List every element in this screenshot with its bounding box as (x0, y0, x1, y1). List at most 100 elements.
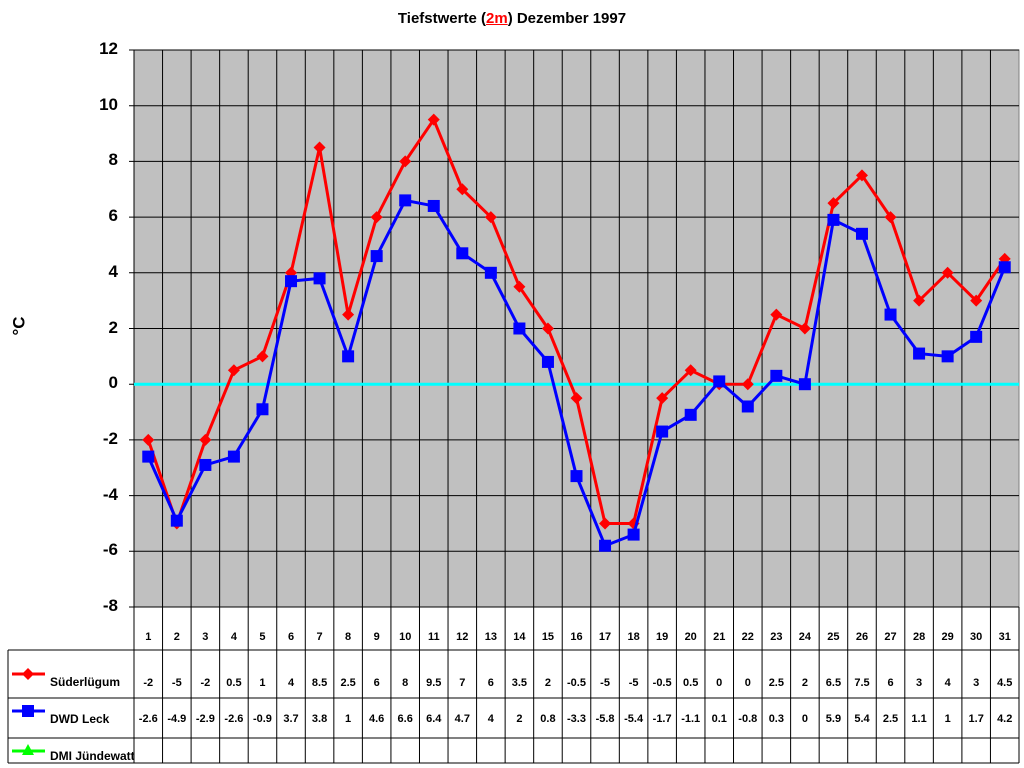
diamond-marker (656, 392, 669, 405)
title-suffix: ) Dezember 1997 (507, 10, 627, 27)
diamond-marker (541, 322, 554, 335)
table-cell: 3.5 (512, 677, 527, 689)
table-cell: 1.1 (911, 713, 926, 725)
table-cell: -4.9 (167, 713, 186, 725)
square-marker (998, 261, 1011, 274)
table-cell: 0.1 (712, 713, 727, 725)
table-cell: 3.7 (283, 713, 298, 725)
table-cell: 6.4 (426, 713, 442, 725)
square-marker (570, 470, 583, 483)
day-label: 29 (942, 631, 954, 643)
square-marker (142, 450, 155, 463)
square-marker (342, 350, 355, 363)
table-cell: 2 (802, 677, 808, 689)
table-cell: -2.9 (196, 713, 215, 725)
square-marker (827, 213, 840, 226)
table-cell: 8.5 (312, 677, 327, 689)
day-label: 7 (317, 631, 323, 643)
table-cell: 2.5 (883, 713, 898, 725)
diamond-marker (855, 169, 868, 182)
table-cell: 4 (945, 677, 952, 689)
table-cell: -5 (629, 677, 639, 689)
y-tick-label: 8 (108, 150, 118, 170)
diamond-marker (941, 266, 954, 279)
y-tick-label: 6 (108, 206, 118, 226)
square-marker (770, 369, 783, 382)
day-label: 11 (428, 631, 440, 643)
day-label: 16 (570, 631, 582, 643)
table-cell: 4.2 (997, 713, 1012, 725)
table-cell: 4 (488, 713, 495, 725)
table-cell: 9.5 (426, 677, 441, 689)
square-marker (855, 227, 868, 240)
table-cell: 6 (374, 677, 380, 689)
diamond-marker (456, 183, 469, 196)
diamond-marker (827, 197, 840, 210)
table-cell: 4 (288, 677, 295, 689)
table-cell: 6.5 (826, 677, 841, 689)
diamond-legend-icon (22, 668, 34, 680)
day-label: 24 (799, 631, 812, 643)
table-cell: 0.5 (683, 677, 698, 689)
table-cell: 4.7 (455, 713, 470, 725)
square-marker (513, 322, 526, 335)
square-marker (884, 308, 897, 321)
day-label: 19 (656, 631, 668, 643)
square-marker (227, 450, 240, 463)
table-cell: 1.7 (969, 713, 984, 725)
square-marker (399, 194, 412, 207)
square-marker (941, 350, 954, 363)
triangle-legend-icon (22, 744, 34, 755)
table-cell: 3.8 (312, 713, 327, 725)
diamond-marker (913, 294, 926, 307)
y-tick-label: -6 (102, 540, 118, 560)
table-cell: -0.5 (567, 677, 586, 689)
day-label: 31 (999, 631, 1011, 643)
diamond-marker (227, 364, 240, 377)
y-tick-label: -4 (102, 484, 118, 504)
square-legend-icon (22, 705, 34, 717)
square-marker (285, 275, 298, 288)
y-tick-label: 10 (99, 94, 118, 114)
table-cell: 0.5 (226, 677, 241, 689)
table-cell: 6 (488, 677, 494, 689)
y-tick-label: 2 (108, 317, 118, 337)
table-cell: -2 (200, 677, 210, 689)
table-cell: 4.6 (369, 713, 384, 725)
diamond-marker (684, 364, 697, 377)
y-tick-label: 4 (108, 261, 118, 281)
day-label: 8 (345, 631, 351, 643)
chart-title: Tiefstwerte (2m) Dezember 1997 (0, 10, 1024, 27)
table-cell: 7.5 (854, 677, 869, 689)
day-label: 26 (856, 631, 868, 643)
y-tick-label: 12 (99, 39, 118, 58)
diamond-marker (427, 113, 440, 126)
square-marker (313, 272, 326, 285)
day-label: 27 (884, 631, 896, 643)
table-cell: 2 (516, 713, 522, 725)
table-cell: -0.9 (253, 713, 272, 725)
y-tick-label: 0 (108, 373, 118, 393)
table-cell: 0 (745, 677, 751, 689)
day-label: 25 (827, 631, 839, 643)
square-marker (684, 408, 697, 421)
diamond-marker (484, 211, 497, 224)
diamond-marker (884, 211, 897, 224)
table-cell: -1.7 (653, 713, 672, 725)
table-cell: 0.8 (540, 713, 555, 725)
diamond-marker (770, 308, 783, 321)
day-label: 9 (374, 631, 380, 643)
day-label: 13 (485, 631, 497, 643)
y-tick-label: -8 (102, 596, 118, 615)
square-marker (599, 539, 612, 552)
diamond-marker (798, 322, 811, 335)
square-marker (256, 403, 269, 416)
table-cell: 4.5 (997, 677, 1012, 689)
diamond-marker (342, 308, 355, 321)
legend-label-1: DWD Leck (50, 712, 110, 726)
table-cell: -5.8 (596, 713, 615, 725)
diamond-marker (599, 517, 612, 530)
day-label: 14 (513, 631, 526, 643)
day-label: 10 (399, 631, 411, 643)
table-cell: 5.9 (826, 713, 841, 725)
